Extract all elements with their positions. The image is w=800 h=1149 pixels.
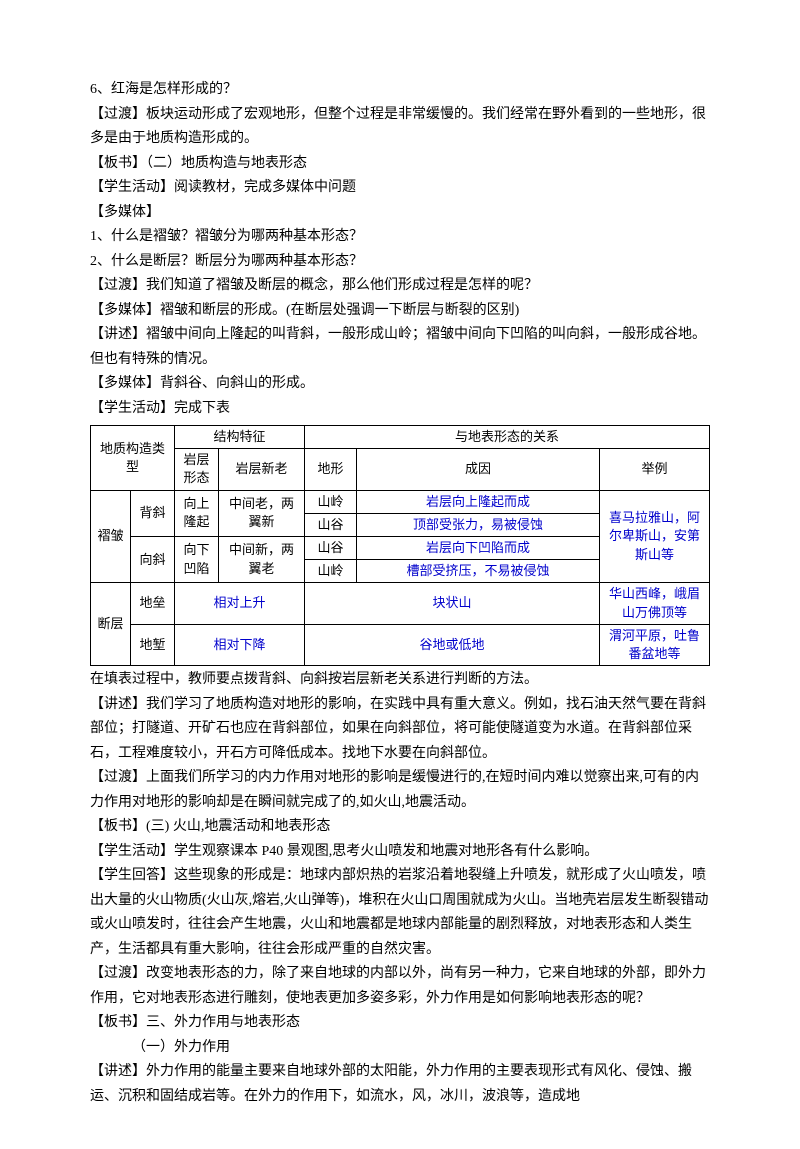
th-yanceng: 岩层形态: [175, 449, 219, 490]
para-note: 在填表过程中，教师要点拨背斜、向斜按岩层新老关系进行判断的方法。: [90, 668, 710, 693]
td-diqi: 地堑: [131, 624, 175, 665]
td-bx-yc: 向上隆起: [175, 490, 219, 536]
para-board-3: 【板书】三、外力作用与地表形态: [90, 1011, 710, 1036]
td-dq-ex: 渭河平原，吐鲁番盆地等: [600, 624, 710, 665]
td-dilei: 地垒: [131, 583, 175, 624]
para-media-q1: 1、什么是褶皱？褶皱分为哪两种基本形态？: [90, 225, 710, 250]
td-bx-c2: 顶部受张力，易被侵蚀: [357, 513, 600, 536]
para-board-2: 【板书】(三) 火山,地震活动和地表形态: [90, 815, 710, 840]
td-bx-xl: 中间老，两翼新: [219, 490, 305, 536]
para-activity-1: 【学生活动】阅读教材，完成多媒体中问题: [90, 176, 710, 201]
th-dixing: 地形: [305, 449, 357, 490]
td-dl-rel: 块状山: [305, 583, 600, 624]
para-lecture-3: 【讲述】外力作用的能量主要来自地球外部的太阳能，外力作用的主要表现形式有风化、侵…: [90, 1060, 710, 1109]
th-xinlao: 岩层新老: [219, 449, 305, 490]
para-media-q2: 2、什么是断层？断层分为哪两种基本形态？: [90, 250, 710, 275]
table-row: 地堑 相对下降 谷地或低地 渭河平原，吐鲁番盆地等: [91, 624, 710, 665]
geology-table: 地质构造类型 结构特征 与地表形态的关系 岩层形态 岩层新老 地形 成因 举例 …: [90, 425, 710, 666]
td-xx-c1: 岩层向下凹陷而成: [357, 536, 600, 559]
td-xx-xl: 中间新，两翼老: [219, 536, 305, 582]
para-lecture-2: 【讲述】我们学习了地质构造对地形的影响，在实践中具有重大意义。例如，找石油天然气…: [90, 693, 710, 767]
td-xx-c2: 槽部受挤压，不易被侵蚀: [357, 560, 600, 583]
para-board-1: 【板书】（二）地质构造与地表形态: [90, 152, 710, 177]
td-xx-yc: 向下凹陷: [175, 536, 219, 582]
td-dl-ex: 华山西峰，峨眉山万佛顶等: [600, 583, 710, 624]
para-transition-2: 【过渡】我们知道了褶皱及断层的概念，那么他们形成过程是怎样的呢？: [90, 274, 710, 299]
td-bx-c1: 岩层向上隆起而成: [357, 490, 600, 513]
para-media-3: 【多媒体】背斜谷、向斜山的形成。: [90, 372, 710, 397]
para-board-sub: （一）外力作用: [90, 1036, 710, 1061]
table-row: 断层 地垒 相对上升 块状山 华山西峰，峨眉山万佛顶等: [91, 583, 710, 624]
para-transition-3: 【过渡】上面我们所学习的内力作用对地形的影响是缓慢进行的,在短时间内难以觉察出来…: [90, 766, 710, 815]
td-xx-d1: 山谷: [305, 536, 357, 559]
th-rel: 与地表形态的关系: [305, 426, 710, 449]
table-row: 褶皱 背斜 向上隆起 中间老，两翼新 山岭 岩层向上隆起而成 喜马拉雅山，阿尔卑…: [91, 490, 710, 513]
th-struct: 结构特征: [175, 426, 305, 449]
td-xiangxie: 向斜: [131, 536, 175, 582]
td-dq-struct: 相对下降: [175, 624, 305, 665]
th-chengyin: 成因: [357, 449, 600, 490]
td-duanceng: 断层: [91, 583, 131, 666]
para-q6: 6、红海是怎样形成的？: [90, 78, 710, 103]
th-juli: 举例: [600, 449, 710, 490]
table-row: 地质构造类型 结构特征 与地表形态的关系: [91, 426, 710, 449]
td-dl-struct: 相对上升: [175, 583, 305, 624]
para-transition-4: 【过渡】改变地表形态的力，除了来自地球的内部以外，尚有另一种力，它来自地球的外部…: [90, 962, 710, 1011]
td-beixie: 背斜: [131, 490, 175, 536]
table-row: 岩层形态 岩层新老 地形 成因 举例: [91, 449, 710, 490]
para-media-2: 【多媒体】褶皱和断层的形成。(在断层处强调一下断层与断裂的区别): [90, 299, 710, 324]
para-lecture-1: 【讲述】褶皱中间向上隆起的叫背斜，一般形成山岭；褶皱中间向下凹陷的叫向斜，一般形…: [90, 323, 710, 372]
td-zz-ex: 喜马拉雅山，阿尔卑斯山，安第斯山等: [600, 490, 710, 583]
td-bx-d1: 山岭: [305, 490, 357, 513]
td-dq-rel: 谷地或低地: [305, 624, 600, 665]
para-answer: 【学生回答】这些现象的形成是：地球内部炽热的岩浆沿着地裂缝上升喷发，就形成了火山…: [90, 864, 710, 962]
para-activity-2: 【学生活动】完成下表: [90, 397, 710, 422]
th-type: 地质构造类型: [91, 426, 175, 491]
td-zhezhou: 褶皱: [91, 490, 131, 583]
td-xx-d2: 山岭: [305, 560, 357, 583]
para-transition-1: 【过渡】板块运动形成了宏观地形，但整个过程是非常缓慢的。我们经常在野外看到的一些…: [90, 103, 710, 152]
para-activity-3: 【学生活动】学生观察课本 P40 景观图,思考火山喷发和地震对地形各有什么影响。: [90, 840, 710, 865]
td-bx-d2: 山谷: [305, 513, 357, 536]
para-media-h: 【多媒体】: [90, 201, 710, 226]
